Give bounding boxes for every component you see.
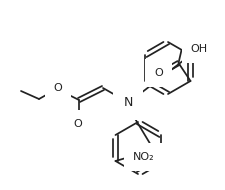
Text: O: O xyxy=(54,83,62,93)
Text: O: O xyxy=(154,68,163,78)
Text: OH: OH xyxy=(191,44,208,54)
Text: NO₂: NO₂ xyxy=(133,152,154,162)
Text: O: O xyxy=(74,119,82,129)
Text: N: N xyxy=(123,97,133,109)
